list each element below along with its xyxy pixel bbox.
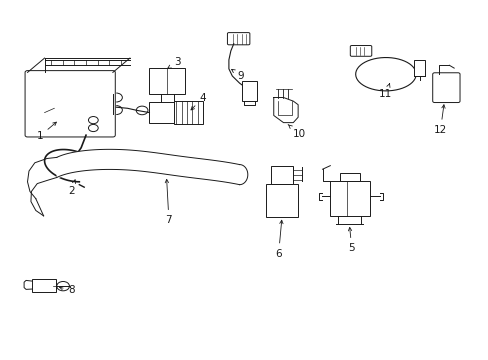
Bar [271, 166, 293, 184]
FancyBboxPatch shape [432, 73, 459, 103]
Text: 10: 10 [287, 125, 305, 139]
Bar [413, 60, 424, 76]
Text: 3: 3 [167, 57, 180, 68]
Bar [242, 81, 256, 101]
Bar [32, 279, 56, 292]
Text: 2: 2 [68, 180, 76, 196]
Bar [149, 102, 174, 123]
Text: 6: 6 [275, 220, 283, 258]
Text: 4: 4 [191, 93, 206, 110]
Text: 12: 12 [433, 105, 446, 135]
Text: 8: 8 [59, 285, 75, 296]
Bar [149, 68, 184, 94]
Bar [339, 173, 359, 181]
FancyBboxPatch shape [349, 45, 371, 56]
Text: 5: 5 [347, 228, 354, 253]
Text: 11: 11 [379, 84, 392, 99]
Text: 9: 9 [231, 69, 244, 81]
Bar [330, 181, 369, 216]
Text: 7: 7 [165, 179, 172, 225]
Text: 1: 1 [36, 122, 56, 141]
Bar [266, 184, 298, 217]
FancyBboxPatch shape [25, 71, 115, 137]
Bar [173, 101, 203, 125]
FancyBboxPatch shape [227, 33, 249, 45]
